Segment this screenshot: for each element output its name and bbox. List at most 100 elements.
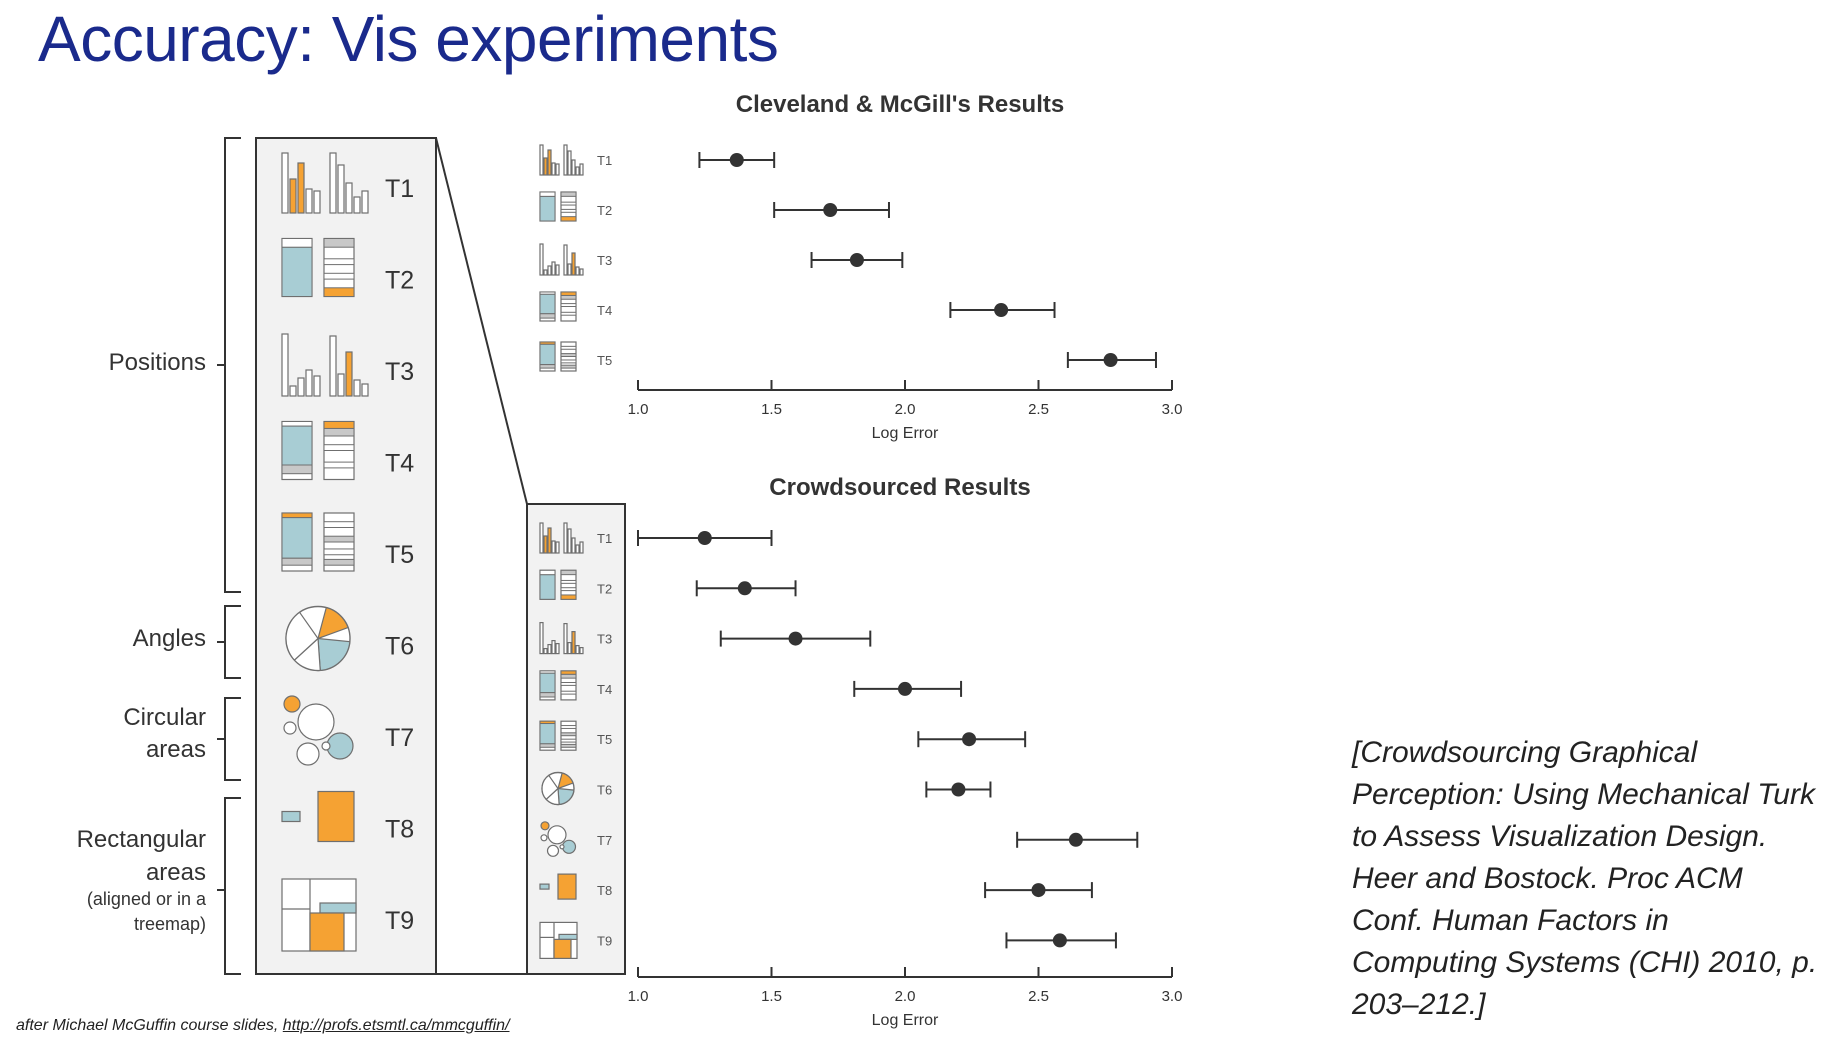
pie-wedge <box>285 611 319 661</box>
stack-segment <box>323 444 355 452</box>
legend-task-label: T2 <box>385 267 414 295</box>
bar-thumb <box>579 541 584 554</box>
x-tick-label: 1.0 <box>628 401 649 418</box>
pie-wedge-blue <box>317 637 351 672</box>
bar-thumb <box>305 188 313 214</box>
slide-title: Accuracy: Vis experiments <box>38 3 779 75</box>
group-label: (aligned or in a <box>87 889 207 909</box>
credit-text: after Michael McGuffin course slides, <box>16 1017 283 1034</box>
stack-segment <box>539 723 556 745</box>
stack-segment <box>560 738 577 743</box>
stack-segment <box>560 364 577 369</box>
stack-segment <box>560 682 577 686</box>
bar-thumb <box>361 383 369 397</box>
crowdsourced-chart: Crowdsourced Results T1 T2 T3 T4 T5 T6 T7 T8 T9 1.… <box>539 474 1182 1029</box>
stack-segment <box>323 258 355 266</box>
data-point <box>729 153 744 167</box>
data-point <box>1052 933 1067 948</box>
stack-segment <box>560 732 577 737</box>
data-point <box>849 253 864 267</box>
small-rect-blue <box>539 883 550 890</box>
stack-segment <box>539 743 556 748</box>
x-axis-label: Log Error <box>872 1012 939 1029</box>
stack-segment <box>560 201 577 206</box>
group-label: areas <box>146 736 206 763</box>
group-bracket <box>224 605 241 679</box>
stack-segment <box>539 569 556 576</box>
stack-segment <box>560 673 577 679</box>
stack-segment <box>560 743 577 748</box>
pie-wedge <box>541 774 559 801</box>
stack-segment <box>539 293 556 315</box>
bar-thumb <box>313 190 321 214</box>
stack-segment <box>323 535 355 543</box>
bar-thumb <box>547 643 552 655</box>
x-tick-label: 2.5 <box>1028 988 1049 1005</box>
bar-thumb <box>563 522 568 554</box>
stack-segment <box>323 558 355 566</box>
stack-segment <box>323 421 355 429</box>
bar-thumb <box>353 196 361 214</box>
stack-segment <box>560 216 577 222</box>
bar-thumb <box>305 369 313 397</box>
group-label: Rectangular <box>77 826 206 853</box>
bar-thumb <box>329 152 337 214</box>
bar-thumb <box>289 385 297 397</box>
stack-segment <box>560 579 577 584</box>
bar-thumb <box>571 630 576 655</box>
bar-thumb <box>539 522 544 554</box>
stack-segment <box>323 461 355 469</box>
bar-thumb <box>575 544 580 554</box>
bar-thumb <box>329 335 337 397</box>
x-tick-label: 1.0 <box>628 988 649 1005</box>
bar-thumb <box>551 261 556 276</box>
x-tick-label: 2.0 <box>895 401 916 418</box>
zoom-connector <box>435 137 528 505</box>
bar-thumb <box>551 639 556 655</box>
bar-thumb <box>551 540 556 554</box>
bar-thumb <box>543 157 548 176</box>
category-label: T6 <box>597 783 612 798</box>
bar-thumb <box>345 182 353 214</box>
bar-thumb <box>337 373 345 397</box>
category-label: T2 <box>597 203 612 218</box>
bubble <box>297 703 335 741</box>
legend-task-label: T5 <box>385 541 414 569</box>
data-point <box>951 782 966 797</box>
credit-link[interactable]: http://profs.etsmtl.ca/mmcguffin/ <box>282 1017 510 1034</box>
stack-segment <box>560 291 577 296</box>
bar-thumb <box>567 528 572 554</box>
category-label: T2 <box>597 581 612 596</box>
pie-wedge-highlight <box>317 606 349 640</box>
stack-segment <box>539 195 556 222</box>
stack-segment <box>560 311 577 316</box>
category-label: T8 <box>597 883 612 898</box>
stack-segment <box>323 287 355 297</box>
stack-segment <box>560 359 577 364</box>
bar-thumb <box>575 266 580 276</box>
stack-segment <box>539 191 556 197</box>
treemap-cell-blue <box>558 933 578 941</box>
bubble <box>283 721 297 735</box>
data-point <box>1031 883 1046 898</box>
stack-segment <box>281 425 313 466</box>
legend-task-label: T3 <box>385 358 414 386</box>
stack-column <box>323 237 355 298</box>
credit-line: after Michael McGuffin course slides, ht… <box>16 1017 510 1035</box>
data-point <box>788 631 803 646</box>
bar-thumb <box>281 333 289 397</box>
group-label: treemap) <box>134 914 206 934</box>
stack-segment <box>539 574 556 600</box>
stack-segment <box>560 294 577 300</box>
bar-thumb <box>539 243 544 276</box>
data-point <box>962 732 977 747</box>
x-tick-label: 1.5 <box>761 401 782 418</box>
stack-segment <box>560 594 577 600</box>
group-label: Circular <box>123 704 206 731</box>
category-label: T4 <box>597 303 612 318</box>
stack-segment <box>560 191 577 197</box>
group-bracket <box>224 797 241 975</box>
x-axis-label: Log Error <box>872 425 939 442</box>
bubble <box>546 844 560 857</box>
bar-thumb <box>547 149 552 176</box>
